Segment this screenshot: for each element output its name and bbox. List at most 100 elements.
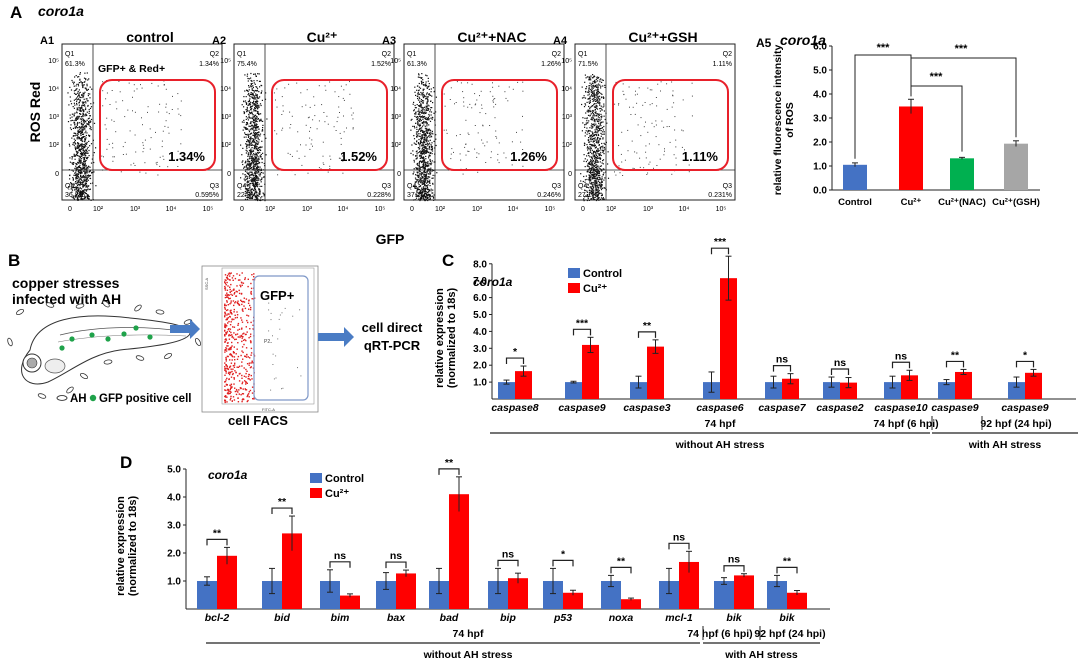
flow-dot	[80, 177, 82, 179]
flow-dot	[254, 97, 256, 99]
flow-dot	[595, 174, 597, 176]
flow-dot	[72, 177, 74, 179]
flow-dot-sparse	[474, 93, 476, 95]
flow-dot	[78, 162, 80, 164]
facs-dot	[224, 279, 226, 281]
flow-dot	[69, 161, 71, 163]
flow-dot	[249, 165, 251, 167]
flow-dot	[250, 167, 252, 169]
flow-dot	[255, 110, 257, 112]
flow-dot	[68, 143, 70, 145]
flow-dot	[422, 165, 424, 167]
facs-dot	[224, 307, 226, 309]
flow-dot	[253, 186, 255, 188]
facs-dot	[231, 373, 234, 376]
flow-dot	[75, 119, 77, 121]
flow-dot	[250, 122, 252, 124]
flow-dot	[414, 115, 416, 117]
flow-dot	[601, 146, 603, 148]
flow-dot	[418, 74, 420, 76]
quadrant-q2-label: Q2	[723, 51, 732, 58]
flow-dot	[420, 155, 422, 157]
flow-dot	[427, 98, 429, 100]
flow-dot	[431, 195, 434, 197]
facs-dot	[245, 383, 247, 385]
d-sig-bracket	[438, 468, 460, 475]
flow-dot	[584, 103, 586, 105]
facs-dot	[237, 336, 239, 338]
c-title: coro1a	[473, 275, 513, 289]
flow-dot	[602, 137, 604, 139]
flow-dot	[585, 122, 587, 124]
facs-dot	[237, 300, 239, 302]
flow-dot	[599, 98, 601, 100]
d-category-label: bim	[331, 612, 350, 624]
d-ytick-label: 1.0	[167, 577, 181, 588]
facs-dot	[224, 323, 226, 325]
flow-dot	[596, 185, 598, 187]
flow-dot	[247, 133, 249, 135]
flow-dot	[255, 132, 257, 135]
flow-dot	[428, 118, 430, 120]
flow-dot	[588, 176, 590, 178]
facs-dot-gfp	[292, 315, 294, 317]
flow-dot	[421, 183, 423, 185]
flow-dot	[595, 103, 597, 105]
flow-dot	[252, 128, 254, 131]
flow-dot	[587, 109, 589, 111]
flow-dot-sparse	[343, 115, 344, 117]
flow-dot	[245, 194, 247, 196]
flow-dot	[415, 193, 417, 195]
flow-dot-sparse	[322, 155, 324, 157]
flow-dot	[592, 175, 595, 177]
flow-dot	[589, 76, 591, 78]
facs-dot	[251, 360, 253, 362]
flow-dot	[81, 144, 83, 146]
flow-dot	[83, 198, 85, 200]
flow-dot	[255, 175, 257, 177]
flow-dot	[422, 160, 424, 162]
facs-dot	[225, 372, 227, 374]
quadrant-q1-label: Q1	[237, 51, 246, 58]
flow-dot	[427, 162, 429, 164]
flow-dot	[77, 186, 79, 189]
flow-dot	[75, 177, 77, 179]
flow-dot	[421, 127, 423, 129]
flow-dot	[602, 159, 605, 161]
flow-dot	[590, 75, 592, 77]
flow-dot	[596, 171, 598, 173]
flow-dot	[81, 129, 83, 131]
flow-dot	[417, 167, 419, 169]
flow-dot	[74, 142, 76, 144]
flow-dot	[88, 124, 90, 126]
facs-dot	[244, 388, 246, 390]
flow-dot	[418, 155, 421, 157]
flow-dot	[588, 155, 590, 157]
quadrant-q4-value: 36.8%	[65, 192, 85, 199]
flow-dot	[256, 164, 258, 166]
facs-dot	[247, 302, 250, 304]
flow-dot	[421, 116, 423, 118]
flow-dot-sparse	[133, 162, 135, 164]
flow-dot	[249, 185, 251, 187]
flow-dot	[418, 165, 420, 167]
flow-dot	[419, 150, 421, 153]
flow-dot	[257, 108, 259, 110]
flow-dot	[86, 100, 88, 102]
flow-dot	[246, 106, 248, 108]
facs-dot	[225, 279, 227, 281]
flow-dot	[417, 164, 419, 166]
flow-dot	[420, 119, 422, 122]
flow-dot	[77, 142, 79, 144]
flow-dots	[240, 72, 354, 202]
flow-dot-sparse	[161, 146, 163, 148]
flow-dot	[587, 149, 589, 151]
facs-dot	[229, 359, 231, 361]
flow-dot-sparse	[453, 151, 454, 153]
flow-dot	[80, 170, 82, 172]
flow-dot	[86, 72, 88, 74]
flow-dot	[420, 150, 422, 152]
facs-dot	[246, 370, 248, 372]
facs-dot	[224, 399, 227, 402]
flow-dot	[75, 195, 77, 197]
